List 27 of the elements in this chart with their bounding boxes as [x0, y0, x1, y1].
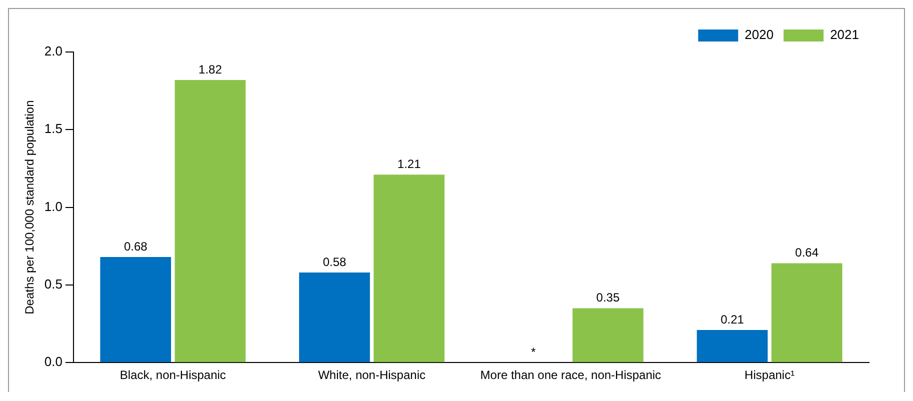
x-tick-label: More than one race, non-Hispanic: [480, 368, 662, 382]
bar: [572, 308, 644, 362]
x-tick-label: White, non-Hispanic: [318, 368, 426, 382]
bar: [299, 272, 370, 362]
bar: [174, 80, 246, 362]
bar: [771, 263, 842, 362]
data-label: 0.68: [124, 239, 148, 254]
data-label: 1.21: [397, 157, 422, 171]
x-tick-label: Hispanic¹: [744, 368, 795, 382]
data-label: 0.64: [795, 246, 819, 260]
data-label: 0.58: [322, 254, 347, 269]
y-tick-label: 1.5: [44, 121, 62, 136]
y-tick-label: 1.0: [44, 198, 62, 214]
x-tick-label: Black, non-Hispanic: [120, 368, 226, 382]
data-label: 1.82: [198, 62, 222, 76]
legend-label: 2020: [744, 27, 774, 42]
data-label: 0.21: [720, 312, 744, 326]
bar: [100, 256, 172, 362]
bar: [374, 174, 445, 362]
data-label: 0.35: [596, 290, 620, 305]
y-tick-label: 0.5: [44, 276, 62, 292]
legend-label: 2021: [830, 27, 859, 42]
y-tick-label: 2.0: [44, 44, 62, 59]
y-axis-title: Deaths per 100,000 standard population: [22, 100, 37, 314]
text: *: [531, 344, 536, 359]
bar: [696, 330, 768, 362]
y-tick-label: 0.0: [44, 354, 62, 370]
